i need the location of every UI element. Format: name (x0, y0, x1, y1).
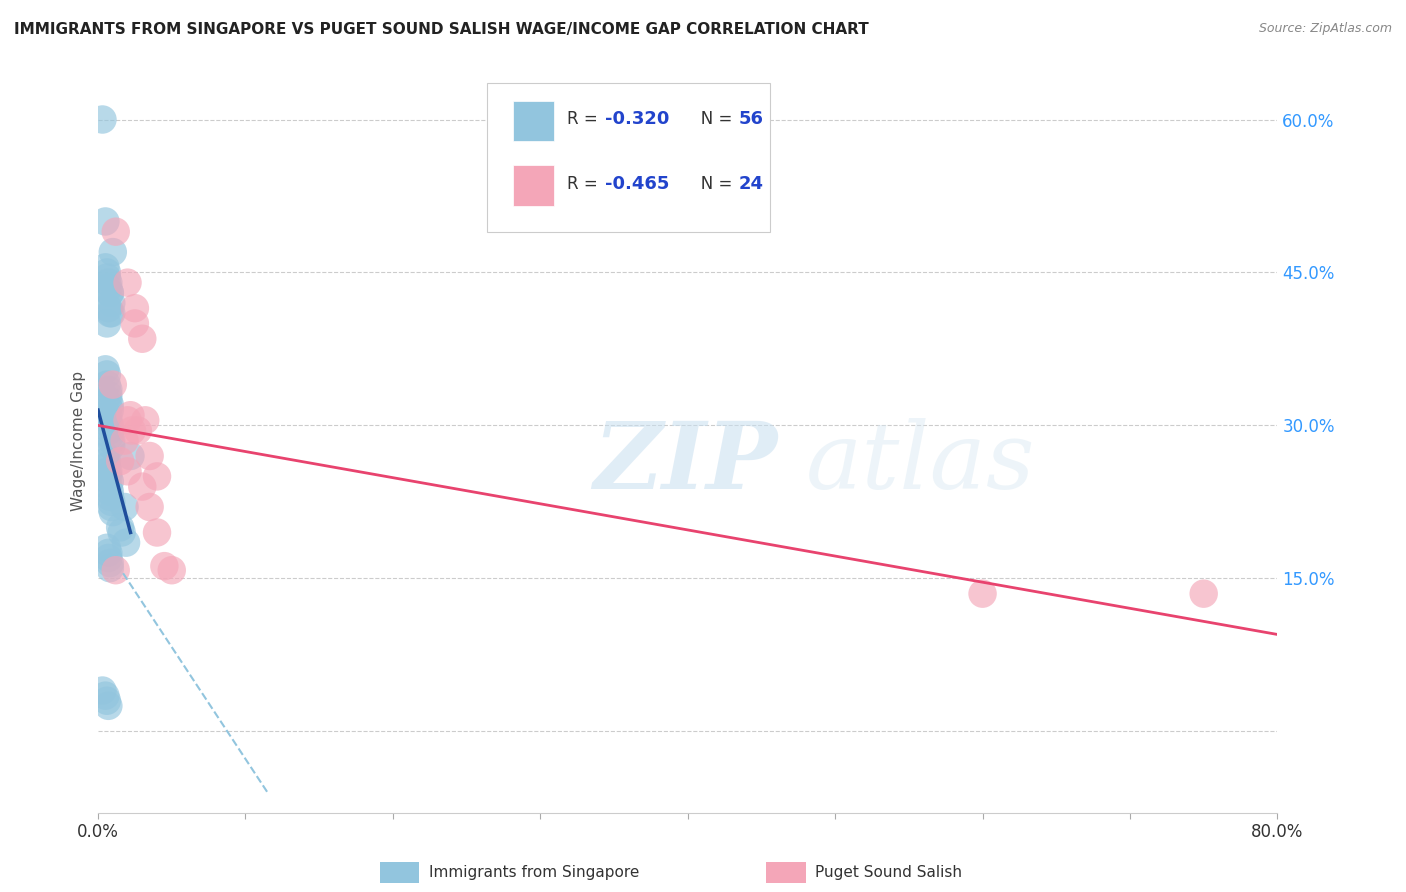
Point (134, 413, 156, 427)
Point (97, 276, 120, 290)
Point (100, 495, 122, 509)
Text: N =: N = (685, 110, 738, 128)
Point (98, 418, 121, 433)
Point (138, 449, 160, 463)
Text: Immigrants from Singapore: Immigrants from Singapore (429, 865, 640, 880)
Point (96, 541, 118, 555)
Point (153, 559, 176, 574)
Point (972, 587, 994, 601)
Point (146, 525, 169, 540)
Point (121, 424, 143, 438)
Point (97, 546, 120, 560)
Point (160, 563, 183, 577)
Point (98, 556, 121, 570)
Point (100, 306, 122, 320)
Point (98, 398, 121, 412)
Point (104, 563, 127, 577)
Text: N =: N = (685, 175, 738, 193)
Point (96, 377, 118, 392)
Point (120, 449, 142, 463)
Point (98, 428, 121, 442)
Point (94, 362, 117, 376)
Text: IMMIGRANTS FROM SINGAPORE VS PUGET SOUND SALISH WAGE/INCOME GAP CORRELATION CHAR: IMMIGRANTS FROM SINGAPORE VS PUGET SOUND… (14, 22, 869, 37)
Point (127, 424, 149, 438)
Point (94, 449, 117, 463)
Point (100, 439, 122, 453)
Point (96, 270, 118, 285)
Text: Puget Sound Salish: Puget Sound Salish (815, 865, 963, 880)
Text: atlas: atlas (806, 418, 1035, 508)
Point (97, 469, 120, 483)
Text: -0.465: -0.465 (605, 175, 669, 193)
Point (146, 469, 169, 483)
FancyBboxPatch shape (513, 165, 554, 206)
Point (96, 694, 118, 708)
Point (97, 383, 120, 397)
Point (117, 413, 139, 427)
Point (104, 225, 127, 239)
Point (124, 317, 146, 331)
Point (97, 392, 120, 407)
Point (97, 281, 120, 295)
Point (98, 424, 121, 438)
Point (98, 285, 121, 300)
Point (97, 464, 120, 478)
FancyBboxPatch shape (488, 84, 770, 232)
Point (98, 484, 121, 499)
FancyBboxPatch shape (513, 101, 554, 142)
Point (114, 434, 136, 448)
Point (100, 296, 122, 310)
Point (98, 285, 121, 300)
Point (115, 535, 138, 549)
Point (108, 454, 131, 468)
Point (131, 332, 153, 346)
Point (101, 505, 124, 519)
Point (97, 698, 120, 713)
Point (98, 490, 121, 504)
Point (96, 459, 118, 474)
Point (96, 317, 118, 331)
Point (96, 265, 118, 279)
Point (94, 260, 117, 275)
Point (101, 245, 124, 260)
Point (96, 454, 118, 468)
Point (98, 403, 121, 417)
Point (114, 500, 136, 514)
Point (100, 500, 122, 514)
Point (97, 388, 120, 402)
Point (1192, 587, 1215, 601)
Point (91, 683, 114, 698)
Point (91, 112, 114, 127)
Text: R =: R = (568, 110, 603, 128)
Text: 56: 56 (738, 110, 763, 128)
Y-axis label: Wage/Income Gap: Wage/Income Gap (72, 371, 86, 511)
Point (97, 413, 120, 427)
Point (97, 551, 120, 566)
Point (117, 276, 139, 290)
Point (120, 408, 142, 422)
Point (94, 214, 117, 228)
Point (96, 368, 118, 382)
Point (138, 500, 160, 514)
Point (124, 301, 146, 315)
Text: ZIP: ZIP (593, 418, 778, 508)
Point (100, 434, 122, 448)
Point (108, 520, 131, 534)
Point (131, 480, 153, 494)
Point (98, 561, 121, 575)
Point (94, 689, 117, 703)
Point (97, 301, 120, 315)
Text: Source: ZipAtlas.com: Source: ZipAtlas.com (1258, 22, 1392, 36)
Text: 24: 24 (738, 175, 763, 193)
Point (97, 480, 120, 494)
Text: R =: R = (568, 175, 603, 193)
Point (111, 525, 134, 540)
Point (98, 306, 121, 320)
Point (117, 464, 139, 478)
Point (101, 377, 124, 392)
Point (98, 475, 121, 489)
Text: -0.320: -0.320 (605, 110, 669, 128)
Point (97, 408, 120, 422)
